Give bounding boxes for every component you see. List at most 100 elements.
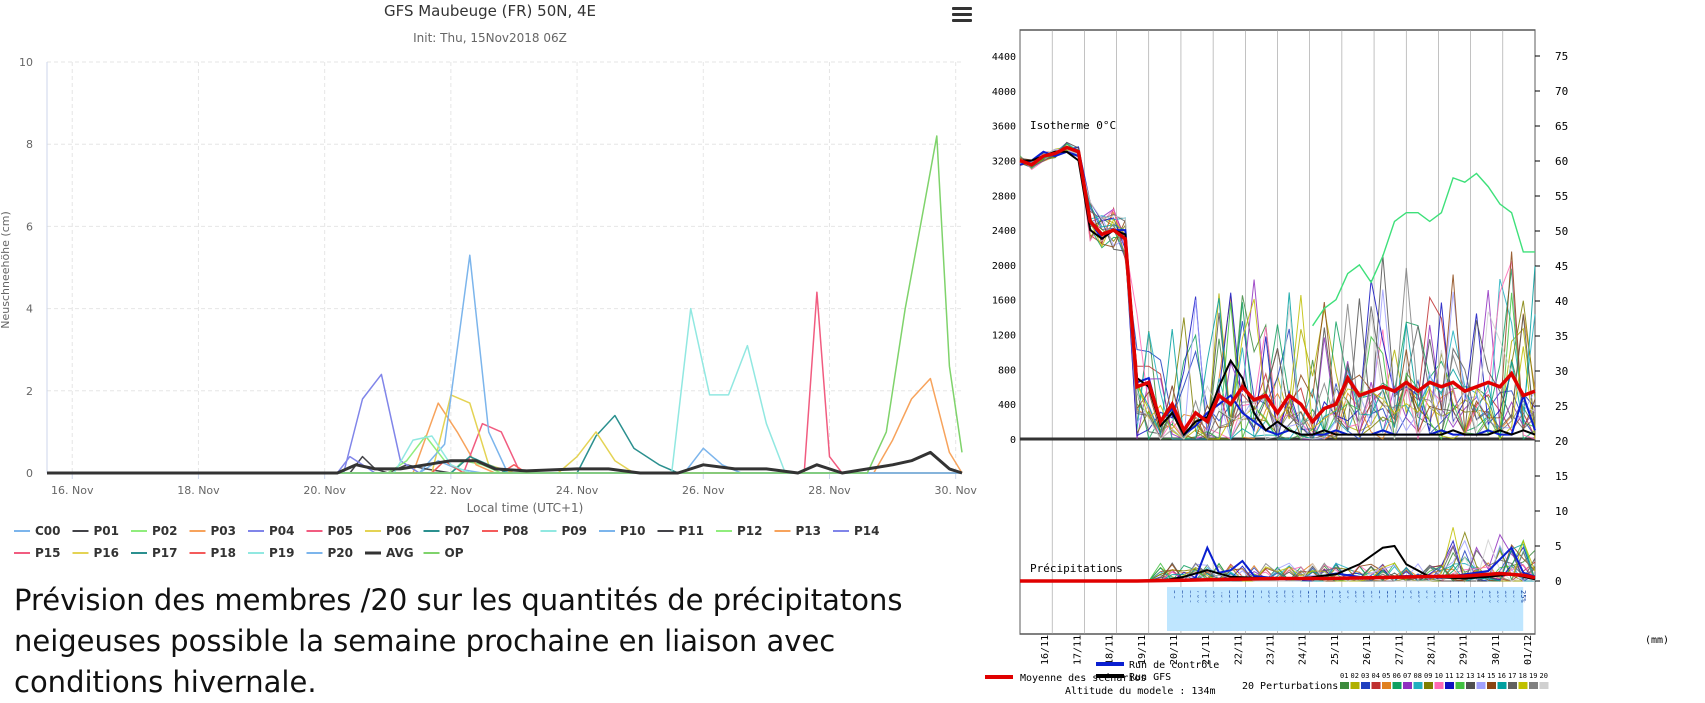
altitude-tick-label: 2800 (992, 191, 1016, 202)
legend-item-p03: P03 (189, 524, 236, 538)
perturbation-swatch (1350, 682, 1360, 689)
right-tick-label: 15 (1555, 470, 1568, 483)
legend-perturbations-label: 20 Perturbations (1242, 681, 1338, 692)
right-tick-label: 0 (1555, 575, 1562, 588)
grid (46, 61, 962, 479)
probability-box (1261, 587, 1271, 631)
legend-label: P16 (94, 546, 120, 560)
perturbation-swatch (1413, 682, 1423, 689)
x-tick-label: 18. Nov (177, 484, 220, 497)
right-tick-label: 25 (1555, 400, 1568, 413)
perturbation-number: 07 (1403, 672, 1411, 680)
x-tick-label: 26. Nov (682, 484, 725, 497)
legend-item-c00: C00 (14, 524, 61, 538)
perturbation-swatch (1434, 682, 1444, 689)
y-axis-label: Neuschneehöhe (cm) (0, 211, 12, 329)
legend-label: P02 (152, 524, 178, 538)
altitude-tick-label: 3600 (992, 122, 1016, 133)
probability-box (1245, 587, 1255, 631)
gfs-iso-line (1020, 150, 1536, 437)
x-axis-ticks: 16. Nov 18. Nov 20. Nov 22. Nov 24. Nov 26. N… (51, 484, 977, 497)
perturbation-swatch (1455, 682, 1465, 689)
probability-box (1451, 587, 1461, 631)
mean-precip-line (1020, 571, 1536, 583)
legend-label: C00 (35, 524, 61, 538)
perturbation-number: 19 (1529, 672, 1537, 680)
x-tick-label: 16. Nov (51, 484, 94, 497)
probability-box (1174, 587, 1184, 631)
x-date-labels: 16/11 17/11 18/11 19/11 20/11 21/11 22/11 23/11… (1040, 635, 1534, 665)
legend-label: P07 (445, 524, 471, 538)
perturbation-number: 14 (1477, 672, 1485, 680)
right-tick-label: 50 (1555, 225, 1568, 238)
x-tick-label: 30. Nov (934, 484, 977, 497)
series-line-p15 (47, 291, 962, 474)
legend-label: P05 (328, 524, 354, 538)
legend-item-p11: P11 (657, 524, 704, 538)
probability-box (1301, 587, 1311, 631)
y-tick-label: 8 (26, 138, 33, 151)
probability-box (1458, 587, 1468, 631)
perturbation-swatch (1392, 682, 1402, 689)
probability-box (1395, 587, 1405, 631)
date-label: 23/11 (1266, 635, 1277, 665)
legend-label: P14 (854, 524, 880, 538)
date-label: 22/11 (1233, 635, 1244, 665)
perturbation-swatch (1476, 682, 1486, 689)
y-tick-label: 6 (26, 220, 33, 233)
legend-item-p01: P01 (72, 524, 119, 538)
probability-box (1348, 587, 1358, 631)
date-label: 28/11 (1426, 635, 1437, 665)
probability-box (1277, 587, 1287, 631)
gfs-precip-line (1020, 544, 1536, 582)
perturbation-number: 15 (1487, 672, 1495, 680)
probability-box (1372, 587, 1382, 631)
legend-label: P12 (737, 524, 763, 538)
perturbation-swatch (1508, 682, 1517, 689)
legend: C00 P01 P02 P03 P04 P05 P06 P07 P08 P09 P10 P11 P12 P… (14, 524, 880, 560)
legend-label: P10 (620, 524, 646, 538)
legend-altitude-label: Altitude du modele : 134m (1065, 686, 1216, 695)
probability-box (1380, 587, 1390, 631)
right-tick-label: 65 (1555, 120, 1568, 133)
altitude-tick-label: 400 (998, 400, 1016, 411)
probability-box (1514, 587, 1524, 631)
probability-box (1403, 587, 1413, 631)
series-line-p06 (47, 394, 962, 474)
legend-label: AVG (386, 546, 414, 560)
right-tick-label: 5 (1555, 540, 1562, 553)
probability-box (1222, 587, 1232, 631)
y-tick-label: 4 (26, 303, 33, 316)
probability-box (1316, 587, 1326, 631)
perturbation-number: 16 (1498, 672, 1506, 680)
probability-box (1506, 587, 1516, 631)
meteogram-panel: 0 400 800 1200 1600 2000 2400 2800 3200 3600 4000 4… (985, 0, 1705, 697)
probability-box (1293, 587, 1303, 631)
probability-box (1427, 587, 1437, 631)
legend-item-p18: P18 (189, 546, 236, 560)
legend-label: P09 (562, 524, 588, 538)
legend-item-p07: P07 (423, 524, 471, 538)
main-lines (1019, 145, 1536, 583)
y-left-ticks: 0 400 800 1200 1600 2000 2400 2800 3200 3600 4000 4… (992, 52, 1016, 446)
perturbation-iso-line (1019, 141, 1536, 441)
series-line-avg (47, 450, 963, 475)
y-tick-label: 10 (19, 56, 33, 69)
mean-iso-line (1019, 145, 1536, 434)
probability-label: 25% (1519, 590, 1527, 603)
perturbation-number: 03 (1361, 672, 1369, 680)
x-tick-label: 22. Nov (430, 484, 473, 497)
altitude-tick-label: 2400 (992, 226, 1016, 237)
probability-box (1435, 587, 1445, 631)
probability-box (1190, 587, 1200, 631)
perturbation-number: 01 (1340, 672, 1348, 680)
legend-gfs-label: Run GFS (1129, 672, 1171, 683)
probability-box (1490, 587, 1500, 631)
chart-menu-button[interactable] (950, 4, 974, 26)
altitude-tick-label: 4000 (992, 87, 1016, 98)
legend-item-p12: P12 (716, 524, 763, 538)
perturbation-swatch (1361, 682, 1370, 689)
right-tick-label: 35 (1555, 330, 1568, 343)
legend-item-p20: P20 (306, 546, 353, 560)
date-label: 18/11 (1105, 635, 1116, 665)
